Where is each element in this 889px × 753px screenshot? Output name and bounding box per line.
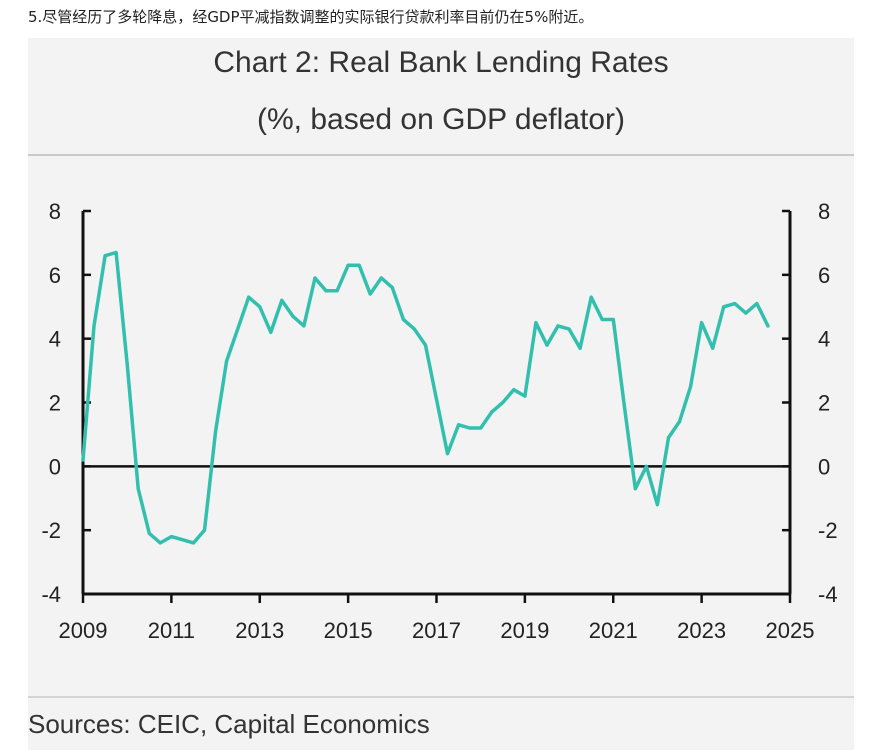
y-tick-label-right: -4 [818, 582, 838, 607]
data-point [247, 295, 251, 299]
y-tick-label-right: 6 [818, 263, 830, 288]
data-point [644, 464, 649, 468]
data-point [103, 254, 107, 258]
data-point [468, 426, 472, 430]
data-point [225, 359, 229, 363]
data-point [324, 289, 328, 293]
data-point [501, 400, 505, 405]
data-point [125, 362, 129, 366]
data-point [600, 317, 604, 322]
data-point [357, 263, 361, 267]
data-point [379, 276, 383, 280]
data-point [479, 426, 483, 430]
data-point [677, 420, 682, 424]
chart-sources: Sources: CEIC, Capital Economics [28, 709, 430, 739]
data-point [512, 388, 516, 392]
data-point [114, 250, 118, 255]
data-point [180, 538, 184, 542]
y-tick-label-left: -4 [41, 582, 61, 607]
data-point [722, 305, 726, 309]
data-point [545, 343, 549, 347]
chart-panel: Chart 2: Real Bank Lending Rates (%, bas… [28, 38, 854, 750]
x-tick-label: 2013 [235, 618, 284, 643]
x-tick-label: 2017 [412, 618, 461, 643]
y-tick-label-left: 8 [49, 199, 61, 224]
data-point [313, 276, 317, 280]
data-point [666, 436, 671, 440]
article-caption: 5.尽管经历了多轮降息，经GDP平减指数调整的实际银行贷款利率目前仍在5%附近。 [28, 8, 594, 26]
data-point [689, 384, 693, 389]
data-point [711, 346, 715, 350]
data-point [335, 289, 339, 293]
data-point [346, 263, 350, 267]
data-point [423, 343, 428, 347]
data-point [611, 317, 615, 322]
data-point [214, 429, 218, 433]
data-point [81, 458, 85, 462]
data-point [733, 302, 737, 306]
x-tick-label: 2019 [500, 618, 549, 643]
data-point [655, 503, 660, 507]
data-point [390, 286, 394, 290]
x-tick-label: 2023 [677, 618, 726, 643]
series-line-real-lending-rate [81, 250, 770, 545]
data-point [567, 327, 571, 331]
chart-title: Chart 2: Real Bank Lending Rates [213, 46, 669, 79]
data-point [280, 298, 284, 302]
chart-plot: 8 8 6 6 4 4 2 2 0 0 -2 -2 -4 -4 2009 2011 2013 2015 2017 20… [41, 199, 838, 643]
y-tick-label-left: 6 [49, 263, 61, 288]
y-tick-label-left: 4 [49, 327, 61, 352]
data-point [578, 346, 582, 350]
data-point [412, 327, 416, 331]
x-tick-label: 2025 [766, 618, 815, 643]
data-point [92, 324, 96, 328]
y-tick-label-right: 4 [818, 327, 830, 352]
y-tick-label-right: 8 [818, 199, 830, 224]
data-point [556, 324, 560, 328]
data-point [258, 305, 262, 309]
data-point [147, 531, 151, 535]
y-tick-label-right: 2 [818, 391, 830, 416]
y-tick-label-left: 2 [49, 391, 61, 416]
x-tick-label: 2015 [324, 618, 373, 643]
data-point [236, 327, 240, 331]
data-point [589, 295, 593, 299]
data-point [523, 394, 527, 398]
data-point [755, 302, 759, 306]
data-point [434, 397, 439, 401]
data-point [633, 487, 637, 491]
y-tick-label-right: -2 [818, 518, 838, 543]
data-point [368, 292, 372, 296]
chart-subtitle: (%, based on GDP deflator) [257, 103, 625, 136]
data-point [191, 541, 196, 545]
data-point [202, 528, 207, 532]
x-tick-label: 2021 [589, 618, 638, 643]
sources-divider [28, 696, 854, 698]
y-tick-label-right: 0 [818, 454, 830, 479]
data-point [490, 410, 494, 414]
data-point [744, 311, 748, 315]
data-point [445, 452, 450, 456]
data-point [158, 541, 162, 545]
data-point [401, 317, 405, 322]
chart-title-band: Chart 2: Real Bank Lending Rates (%, bas… [28, 38, 854, 156]
data-point [136, 487, 140, 491]
data-point [291, 314, 295, 318]
x-tick-label: 2011 [148, 618, 195, 643]
data-point [622, 404, 626, 408]
y-tick-label-left: -2 [41, 518, 61, 543]
data-point [269, 330, 273, 334]
data-point [700, 321, 704, 325]
data-point [457, 423, 461, 427]
data-point [169, 535, 173, 539]
data-point [534, 321, 538, 325]
data-point [302, 324, 306, 328]
x-tick-label: 2009 [59, 618, 108, 643]
data-point [766, 324, 770, 328]
y-tick-label-left: 0 [49, 454, 61, 479]
